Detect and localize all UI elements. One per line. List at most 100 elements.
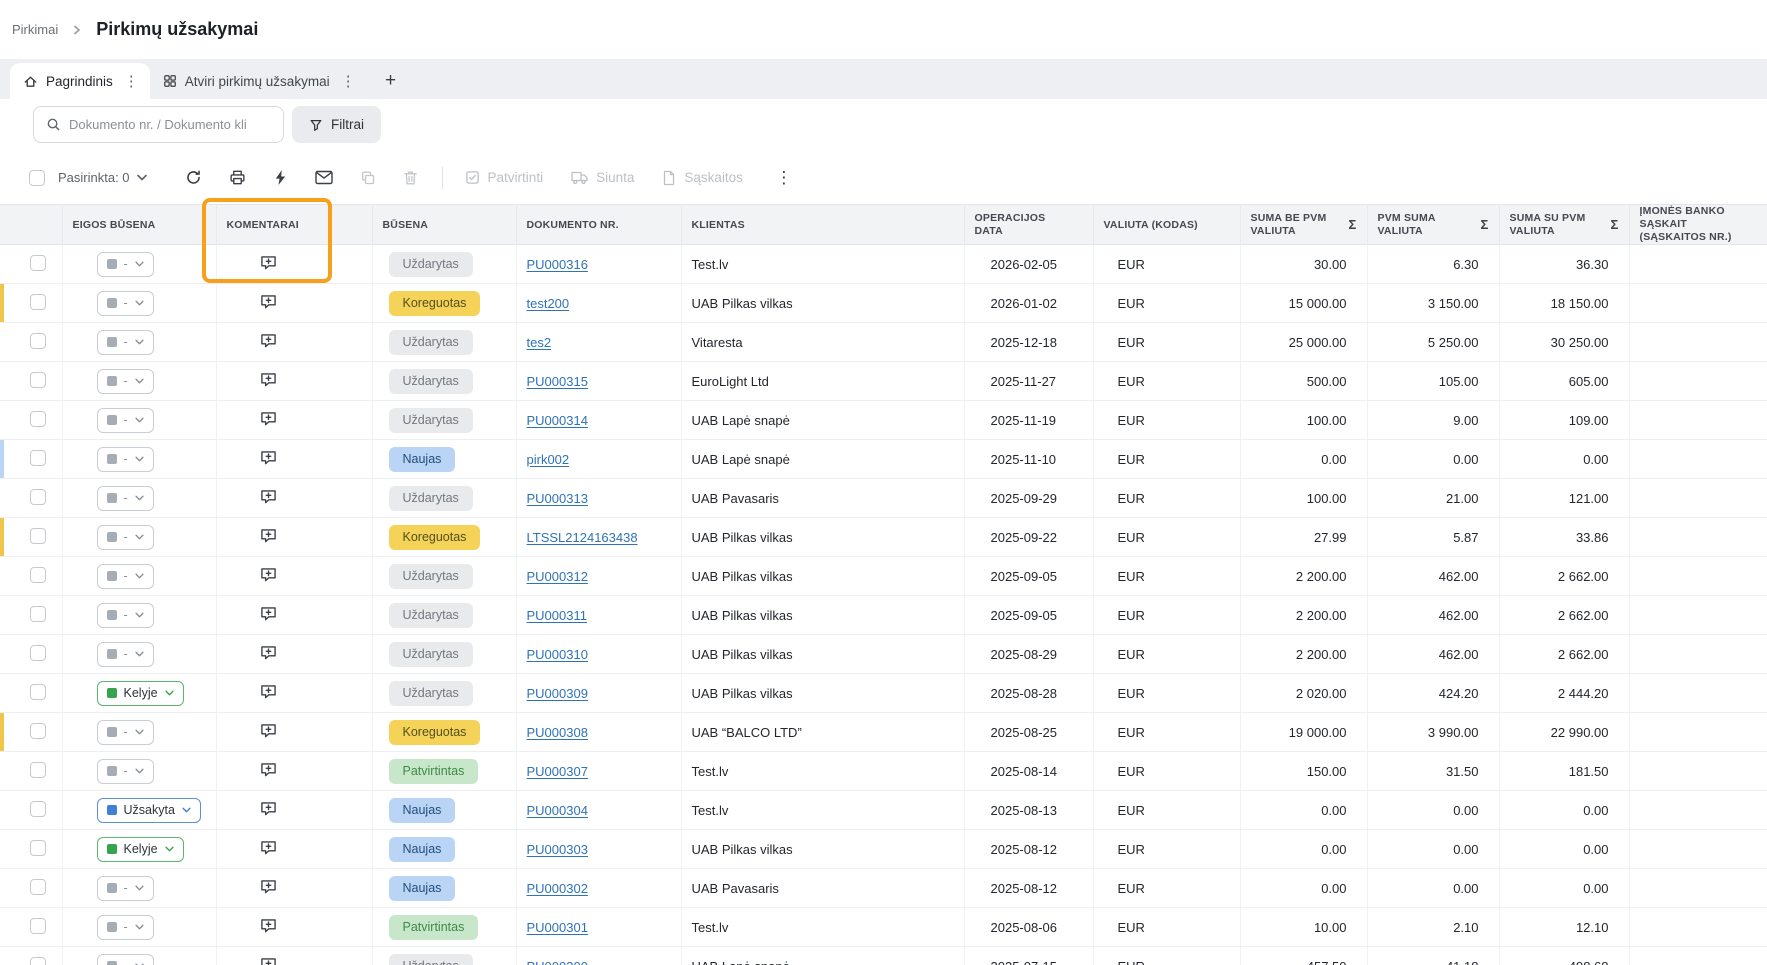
progress-select[interactable]: Kelyje — [96, 836, 184, 862]
add-comment-icon[interactable] — [260, 645, 277, 661]
document-link[interactable]: PU000310 — [526, 646, 588, 662]
row-checkbox[interactable] — [30, 800, 46, 817]
select-all-checkbox[interactable] — [29, 169, 45, 186]
shipment-button[interactable]: Siunta — [571, 170, 634, 185]
document-link[interactable]: PU000316 — [526, 256, 588, 272]
add-comment-icon[interactable] — [260, 918, 277, 934]
document-link[interactable]: PU000313 — [526, 490, 588, 506]
breadcrumb-parent-link[interactable]: Pirkimai — [12, 22, 59, 37]
progress-select[interactable]: - — [96, 524, 154, 550]
add-comment-icon[interactable] — [260, 567, 277, 583]
tab-pagrindinis-menu-icon[interactable]: ⋮ — [123, 72, 139, 90]
row-checkbox[interactable] — [30, 410, 46, 427]
header-date[interactable]: OPERACIJOS DATA — [964, 203, 1094, 246]
progress-select[interactable]: - — [96, 329, 154, 355]
add-comment-icon[interactable] — [260, 450, 277, 466]
progress-select[interactable]: - — [96, 602, 154, 628]
header-sum-net[interactable]: SUMA BE PVM VALIUTA Σ — [1240, 203, 1368, 246]
more-actions-icon[interactable]: ⋮ — [775, 168, 793, 187]
print-icon[interactable] — [229, 169, 246, 186]
document-link[interactable]: tes2 — [526, 334, 552, 350]
document-link[interactable]: PU000311 — [526, 607, 587, 623]
document-link[interactable]: pirk002 — [526, 451, 570, 467]
document-link[interactable]: PU000301 — [526, 919, 588, 935]
row-checkbox[interactable] — [30, 839, 46, 856]
progress-select[interactable]: - — [96, 719, 154, 745]
header-document[interactable]: DOKUMENTO NR. — [516, 203, 682, 246]
add-comment-icon[interactable] — [260, 762, 277, 778]
refresh-icon[interactable] — [185, 169, 202, 186]
search-input[interactable] — [69, 117, 273, 132]
sum-gross-sigma-icon[interactable]: Σ — [1610, 217, 1619, 233]
add-comment-icon[interactable] — [260, 957, 277, 965]
tab-atviri-pirkimu-uzsakymai[interactable]: Atviri pirkimų užsakymai ⋮ — [150, 63, 367, 99]
add-comment-icon[interactable] — [260, 801, 277, 817]
row-checkbox[interactable] — [30, 332, 46, 349]
progress-select[interactable]: - — [96, 368, 154, 394]
header-client[interactable]: KLIENTAS — [681, 203, 965, 246]
document-link[interactable]: PU000302 — [526, 880, 588, 896]
document-link[interactable]: LTSSL2124163438 — [526, 529, 638, 545]
add-comment-icon[interactable] — [260, 489, 277, 505]
row-checkbox[interactable] — [30, 566, 46, 583]
document-link[interactable]: PU000312 — [526, 568, 588, 584]
row-checkbox[interactable] — [30, 488, 46, 505]
row-checkbox[interactable] — [30, 254, 46, 271]
header-comments[interactable]: KOMENTARAI — [216, 203, 373, 246]
document-link[interactable]: PU000309 — [526, 685, 588, 701]
trash-icon[interactable] — [403, 170, 418, 186]
row-checkbox[interactable] — [30, 683, 46, 700]
row-checkbox[interactable] — [30, 917, 46, 934]
progress-select[interactable]: - — [96, 563, 154, 589]
vat-sum-sigma-icon[interactable]: Σ — [1480, 217, 1489, 233]
header-sum-gross[interactable]: SUMA SU PVM VALIUTA Σ — [1499, 203, 1630, 246]
row-checkbox[interactable] — [30, 878, 46, 895]
add-comment-icon[interactable] — [260, 528, 277, 544]
row-checkbox[interactable] — [30, 956, 46, 965]
sum-net-sigma-icon[interactable]: Σ — [1348, 217, 1357, 233]
progress-select[interactable]: - — [96, 758, 154, 784]
tab-pagrindinis[interactable]: Pagrindinis ⋮ — [10, 63, 150, 99]
invoices-button[interactable]: Sąskaitos — [662, 170, 743, 186]
document-link[interactable]: PU000308 — [526, 724, 588, 740]
add-comment-icon[interactable] — [260, 255, 277, 271]
copy-icon[interactable] — [360, 170, 376, 186]
progress-select[interactable]: - — [96, 446, 154, 472]
document-link[interactable]: test200 — [526, 295, 570, 311]
progress-select[interactable]: - — [96, 953, 154, 965]
progress-select[interactable]: Kelyje — [96, 680, 184, 706]
add-comment-icon[interactable] — [260, 879, 277, 895]
add-comment-icon[interactable] — [260, 684, 277, 700]
progress-select[interactable]: - — [96, 875, 154, 901]
add-comment-icon[interactable] — [260, 723, 277, 739]
progress-select[interactable]: Užsakyta — [96, 797, 201, 823]
row-checkbox[interactable] — [30, 293, 46, 310]
progress-select[interactable]: - — [96, 641, 154, 667]
add-comment-icon[interactable] — [260, 840, 277, 856]
row-checkbox[interactable] — [30, 644, 46, 661]
add-comment-icon[interactable] — [260, 333, 277, 349]
document-link[interactable]: PU000315 — [526, 373, 588, 389]
lightning-icon[interactable] — [273, 169, 288, 186]
document-link[interactable]: PU000307 — [526, 763, 588, 779]
row-checkbox[interactable] — [30, 371, 46, 388]
document-link[interactable]: PU000314 — [526, 412, 588, 428]
document-link[interactable]: PU000303 — [526, 841, 588, 857]
tab-atviri-menu-icon[interactable]: ⋮ — [340, 72, 356, 90]
progress-select[interactable]: - — [96, 407, 154, 433]
progress-select[interactable]: - — [96, 914, 154, 940]
add-comment-icon[interactable] — [260, 294, 277, 310]
selected-count-dropdown[interactable]: Pasirinkta: 0 — [58, 170, 147, 185]
header-progress[interactable]: EIGOS BŪSENA — [62, 203, 217, 246]
header-currency[interactable]: VALIUTA (KODAS) — [1093, 203, 1241, 246]
progress-select[interactable]: - — [96, 485, 154, 511]
header-vat-sum[interactable]: PVM SUMA VALIUTA Σ — [1367, 203, 1500, 246]
row-checkbox[interactable] — [30, 761, 46, 778]
document-link[interactable]: PU000304 — [526, 802, 588, 818]
filters-button[interactable]: Filtrai — [292, 106, 381, 143]
progress-select[interactable]: - — [96, 290, 154, 316]
row-checkbox[interactable] — [30, 722, 46, 739]
row-checkbox[interactable] — [30, 527, 46, 544]
add-comment-icon[interactable] — [260, 411, 277, 427]
header-bank-account[interactable]: ĮMONĖS BANKO SĄSKAIT (SĄSKAITOS NR.) — [1629, 203, 1767, 246]
